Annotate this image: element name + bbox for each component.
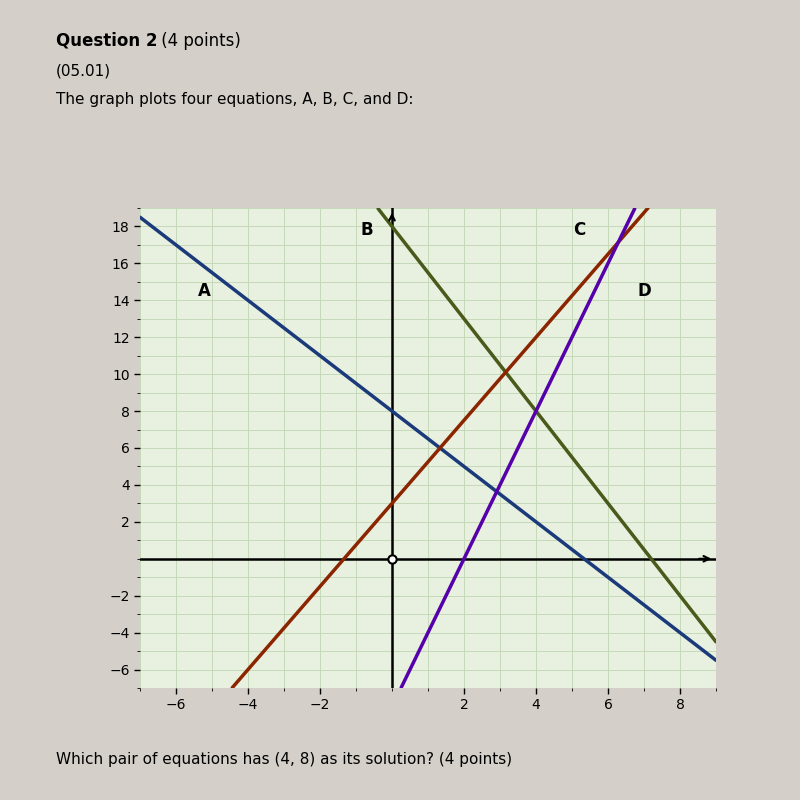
Text: The graph plots four equations, A, B, C, and D:: The graph plots four equations, A, B, C,… bbox=[56, 92, 414, 107]
Text: Question 2: Question 2 bbox=[56, 32, 158, 50]
Text: Which pair of equations has (4, 8) as its solution? (4 points): Which pair of equations has (4, 8) as it… bbox=[56, 752, 512, 767]
Text: (05.01): (05.01) bbox=[56, 64, 111, 79]
Text: (4 points): (4 points) bbox=[156, 32, 241, 50]
Text: D: D bbox=[637, 282, 651, 300]
Text: C: C bbox=[573, 221, 586, 239]
Text: B: B bbox=[361, 221, 373, 239]
Text: A: A bbox=[198, 282, 211, 300]
